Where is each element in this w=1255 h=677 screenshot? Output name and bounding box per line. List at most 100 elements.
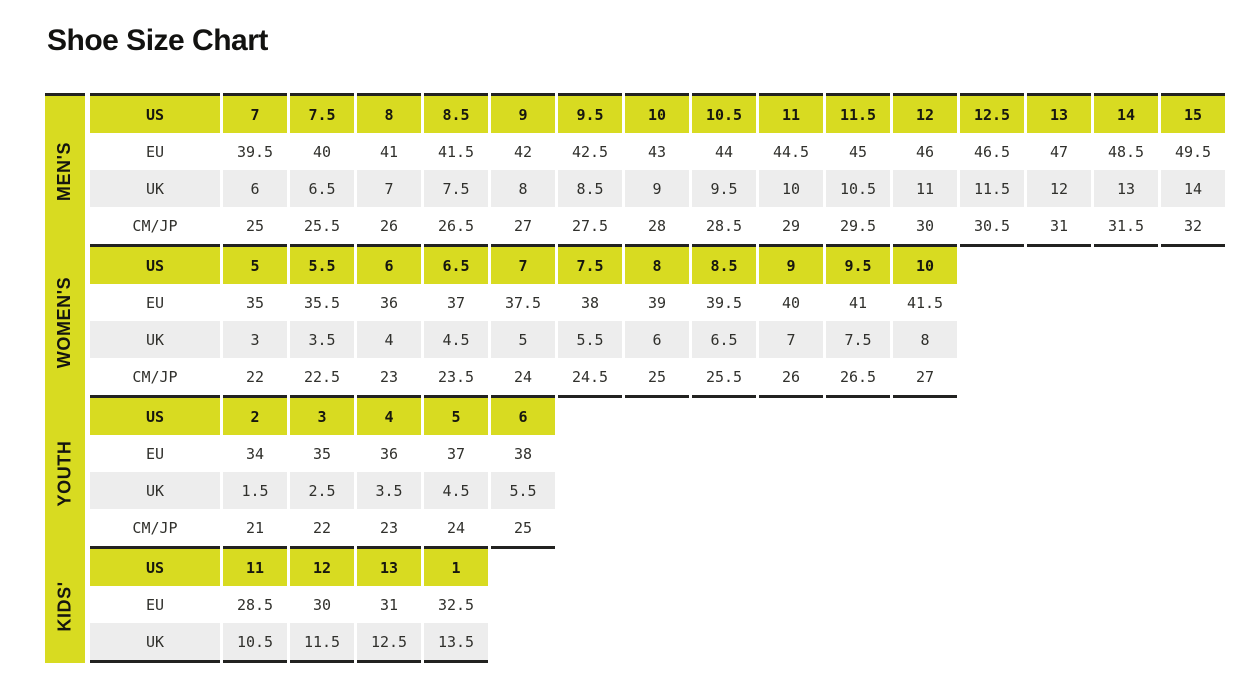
- size-cell: 39.5: [223, 133, 287, 170]
- size-cell: 43: [625, 133, 689, 170]
- size-cell: 9: [491, 93, 555, 133]
- section-tables: US 7 7.5 8 8.5 9 9.5 10 10.5 11 11.5 12 12.5 13 14 15 EU…: [87, 93, 1228, 663]
- size-cell: 46: [893, 133, 957, 170]
- size-cell: 11.5: [826, 93, 890, 133]
- size-cell: 8: [893, 321, 957, 358]
- size-cell: 45: [826, 133, 890, 170]
- row-womens-uk: UK 3 3.5 4 4.5 5 5.5 6 6.5 7 7.5 8: [90, 321, 957, 358]
- size-cell: 22.5: [290, 358, 354, 398]
- row-womens-us: US 5 5.5 6 6.5 7 7.5 8 8.5 9 9.5 10: [90, 247, 957, 284]
- size-cell: 44: [692, 133, 756, 170]
- size-cell: 40: [290, 133, 354, 170]
- size-cell: 7.5: [290, 93, 354, 133]
- size-cell: 5: [424, 398, 488, 435]
- size-cell: 11.5: [290, 623, 354, 663]
- row-mens-uk: UK 6 6.5 7 7.5 8 8.5 9 9.5 10 10.5 11 11.5 12 13 14: [90, 170, 1225, 207]
- size-table-kids: US 11 12 13 1 EU 28.5 30 31 32.5 UK 10.5 11.5 12.5 13.…: [87, 549, 491, 663]
- size-cell: 6.5: [424, 247, 488, 284]
- size-cell: 35.5: [290, 284, 354, 321]
- size-cell: 22: [290, 509, 354, 549]
- size-cell: 8.5: [424, 93, 488, 133]
- size-cell: 35: [223, 284, 287, 321]
- row-label: CM/JP: [90, 509, 220, 549]
- size-cell: 24: [491, 358, 555, 398]
- size-cell: 37: [424, 284, 488, 321]
- size-cell: 26: [357, 207, 421, 247]
- size-cell: 3.5: [290, 321, 354, 358]
- size-cell: 24.5: [558, 358, 622, 398]
- size-cell: 38: [558, 284, 622, 321]
- size-cell: 21: [223, 509, 287, 549]
- size-cell: 11.5: [960, 170, 1024, 207]
- row-label: US: [90, 247, 220, 284]
- size-cell: 3: [223, 321, 287, 358]
- size-cell: 10.5: [826, 170, 890, 207]
- sidebar-section-youth: YOUTH: [45, 398, 85, 549]
- page-title: Shoe Size Chart: [47, 24, 268, 57]
- row-label: US: [90, 398, 220, 435]
- size-cell: 12.5: [357, 623, 421, 663]
- sidebar-label-kids: KIDS': [54, 580, 75, 632]
- size-cell: 28.5: [692, 207, 756, 247]
- size-cell: 4.5: [424, 321, 488, 358]
- size-cell: 46.5: [960, 133, 1024, 170]
- sidebar-label-youth: YOUTH: [54, 440, 75, 507]
- size-cell: 36: [357, 284, 421, 321]
- size-cell: 12: [893, 93, 957, 133]
- size-cell: 8: [357, 93, 421, 133]
- size-cell: 8: [491, 170, 555, 207]
- size-cell: 1: [424, 549, 488, 586]
- size-cell: 3.5: [357, 472, 421, 509]
- size-cell: 5.5: [558, 321, 622, 358]
- size-cell: 5.5: [290, 247, 354, 284]
- size-cell: 40: [759, 284, 823, 321]
- sidebar-section-kids: KIDS': [45, 549, 85, 663]
- row-label: EU: [90, 284, 220, 321]
- size-cell: 23: [357, 509, 421, 549]
- size-cell: 7: [491, 247, 555, 284]
- size-cell: 9: [625, 170, 689, 207]
- size-cell: 28.5: [223, 586, 287, 623]
- size-cell: 6.5: [290, 170, 354, 207]
- row-label: UK: [90, 623, 220, 663]
- size-cell: 25: [491, 509, 555, 549]
- size-cell: 27: [491, 207, 555, 247]
- size-cell: 42.5: [558, 133, 622, 170]
- row-label: EU: [90, 435, 220, 472]
- size-cell: 30: [893, 207, 957, 247]
- size-cell: 10: [625, 93, 689, 133]
- row-youth-uk: UK 1.5 2.5 3.5 4.5 5.5: [90, 472, 555, 509]
- size-cell: 44.5: [759, 133, 823, 170]
- row-mens-cm-jp: CM/JP 25 25.5 26 26.5 27 27.5 28 28.5 29 29.5 30 30.…: [90, 207, 1225, 247]
- size-cell: 4.5: [424, 472, 488, 509]
- size-cell: 39: [625, 284, 689, 321]
- size-cell: 13.5: [424, 623, 488, 663]
- size-cell: 5: [491, 321, 555, 358]
- size-cell: 31: [357, 586, 421, 623]
- size-cell: 41: [357, 133, 421, 170]
- row-mens-eu: EU 39.5 40 41 41.5 42 42.5 43 44 44.5 45 46 46.5 47 48…: [90, 133, 1225, 170]
- size-cell: 37.5: [491, 284, 555, 321]
- size-cell: 7.5: [826, 321, 890, 358]
- size-cell: 11: [759, 93, 823, 133]
- size-cell: 26.5: [424, 207, 488, 247]
- size-cell: 5: [223, 247, 287, 284]
- size-table-womens: US 5 5.5 6 6.5 7 7.5 8 8.5 9 9.5 10 EU 35 35.5 36 37 37.5…: [87, 247, 960, 398]
- size-cell: 6: [357, 247, 421, 284]
- size-table-mens: US 7 7.5 8 8.5 9 9.5 10 10.5 11 11.5 12 12.5 13 14 15 EU…: [87, 93, 1228, 247]
- sidebar-section-mens: MEN'S: [45, 96, 85, 247]
- size-cell: 26: [759, 358, 823, 398]
- size-cell: 24: [424, 509, 488, 549]
- size-cell: 25.5: [692, 358, 756, 398]
- size-cell: 41.5: [424, 133, 488, 170]
- size-cell: 7: [223, 93, 287, 133]
- size-cell: 9.5: [826, 247, 890, 284]
- size-cell: 10.5: [692, 93, 756, 133]
- size-cell: 7.5: [424, 170, 488, 207]
- size-cell: 42: [491, 133, 555, 170]
- size-cell: 5.5: [491, 472, 555, 509]
- size-cell: 9.5: [558, 93, 622, 133]
- size-cell: 31.5: [1094, 207, 1158, 247]
- size-cell: 8: [625, 247, 689, 284]
- size-cell: 11: [893, 170, 957, 207]
